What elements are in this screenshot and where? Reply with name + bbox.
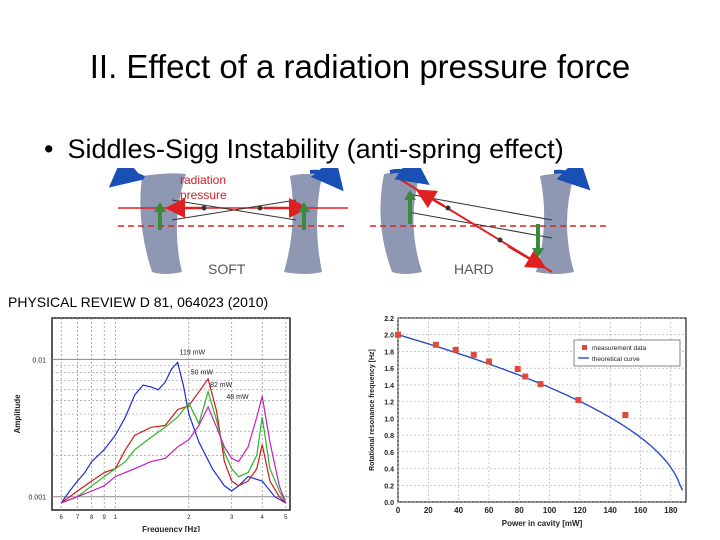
hard-force-arrowhead-left xyxy=(404,190,416,200)
x-tick-label: 100 xyxy=(543,506,557,515)
y-tick-label: 0.6 xyxy=(384,450,394,457)
measurement-point xyxy=(470,351,477,358)
measurement-point xyxy=(537,381,544,388)
measurement-point xyxy=(575,396,582,403)
slide-title: II. Effect of a radiation pressure force xyxy=(89,48,631,85)
hard-radiation-arrow-left xyxy=(415,189,445,209)
x-tick-label: 60 xyxy=(484,506,493,515)
x-tick-label: 7 xyxy=(76,515,80,521)
y-tick-label: 0.01 xyxy=(32,357,46,364)
x-tick-label: 40 xyxy=(454,506,463,515)
x-tick-label: 120 xyxy=(573,506,587,515)
y-tick-label: 1.8 xyxy=(384,349,394,356)
y-tick-label: 1.6 xyxy=(384,366,394,373)
y-tick-label: 2.0 xyxy=(384,333,394,340)
hard-right-mirror xyxy=(536,174,574,274)
legend-marker-measurement xyxy=(582,345,587,350)
series-label: 82 mW xyxy=(210,382,233,389)
measurement-point xyxy=(514,366,521,373)
y-tick-label: 2.2 xyxy=(384,316,394,323)
hard-left-mirror xyxy=(380,172,422,274)
x-tick-label: 160 xyxy=(634,506,648,515)
measurement-point xyxy=(432,341,439,348)
bullet-dot: • xyxy=(44,134,54,164)
y-tick-label: 0.2 xyxy=(384,483,394,490)
x-tick-label: 2 xyxy=(187,515,191,521)
x-tick-label: 80 xyxy=(515,506,524,515)
hard-rotation-arrow-left xyxy=(389,168,430,185)
x-tick-label: 9 xyxy=(103,515,107,521)
soft-pivot-right xyxy=(257,205,263,211)
x-tick-label: 3 xyxy=(230,515,234,521)
series-label: 50 mW xyxy=(191,369,214,376)
hard-pivot-left xyxy=(445,205,451,211)
y-axis-label: Rotational resonance frequency [Hz] xyxy=(369,349,376,471)
x-tick-label: 4 xyxy=(261,515,265,521)
measurement-point xyxy=(452,346,459,353)
soft-rotation-arrow-right xyxy=(309,168,344,192)
bullet-text: Siddles-Sigg Instability (anti-spring ef… xyxy=(67,134,564,164)
y-tick-label: 0.001 xyxy=(28,495,46,502)
series-line-119-mW xyxy=(60,361,287,504)
y-tick-label: 0.8 xyxy=(384,433,394,440)
x-tick-label: 5 xyxy=(284,515,288,521)
y-tick-label: 1.0 xyxy=(384,416,394,423)
y-tick-label: 1.2 xyxy=(384,400,394,407)
soft-rotation-arrow-left xyxy=(108,168,145,188)
soft-label: SOFT xyxy=(208,261,246,277)
x-axis-label: Frequency [Hz] xyxy=(142,525,200,532)
soft-beam-tilted-2 xyxy=(171,199,297,221)
measurement-point xyxy=(485,358,492,365)
hard-radiation-arrow-right xyxy=(507,244,547,269)
series-line-48-mW xyxy=(60,395,287,504)
legend-box xyxy=(573,339,681,367)
x-tick-label: 0 xyxy=(396,506,401,515)
y-tick-label: 0.4 xyxy=(384,467,394,474)
measurement-point xyxy=(622,412,629,419)
legend-label-theory: theoretical curve xyxy=(592,356,640,363)
citation: PHYSICAL REVIEW D 81, 064023 (2010) xyxy=(8,294,269,310)
soft-force-arrowhead-left xyxy=(154,202,166,212)
soft-force-arrowhead-right xyxy=(298,202,310,212)
radiation-pressure-label-line1: radiation xyxy=(180,173,226,187)
soft-pivot-left xyxy=(201,205,207,211)
resonance-frequency-chart: 0 20 40 60 80 100 120 140 160 180 0.0 0.2 0.4 0.6 0.8 1… xyxy=(369,316,687,528)
x-tick-label: 20 xyxy=(424,506,433,515)
hard-pivot-right xyxy=(497,237,503,243)
series-line-50-mW xyxy=(60,377,287,504)
y-tick-label: 0.0 xyxy=(384,500,394,507)
hard-force-arrowhead-right xyxy=(532,248,544,258)
hard-beam-tilted-2 xyxy=(407,211,553,239)
amplitude-spectrum-chart: 6 7 8 9 1 2 3 4 5 0.01 0.001 Frequency [Hz] Amplitud… xyxy=(13,317,291,532)
measurement-point xyxy=(395,331,401,338)
series-label: 48 mW xyxy=(226,394,249,401)
hard-label: HARD xyxy=(454,261,494,277)
measurement-point xyxy=(522,373,529,380)
series-line-82-mW xyxy=(60,389,287,504)
y-axis-label: Amplitude xyxy=(13,394,22,434)
x-tick-label: 1 xyxy=(114,515,118,521)
legend-label-measurement: measurement data xyxy=(592,345,647,352)
x-axis-label: Power in cavity [mW] xyxy=(502,519,583,528)
bullet-point: • Siddles-Sigg Instability (anti-spring e… xyxy=(44,134,564,165)
x-tick-label: 180 xyxy=(664,506,678,515)
radiation-pressure-label-line2: pressure xyxy=(180,188,227,202)
hard-rotation-arrow-right xyxy=(553,168,591,191)
cavity-diagram: radiation pressure SOFT HARD xyxy=(108,168,608,277)
x-tick-label: 6 xyxy=(60,515,64,521)
x-tick-label: 140 xyxy=(604,506,618,515)
series-label: 119 mW xyxy=(180,349,206,356)
y-tick-label: 1.4 xyxy=(384,383,394,390)
plot-frame xyxy=(51,317,291,511)
x-tick-label: 8 xyxy=(90,515,94,521)
